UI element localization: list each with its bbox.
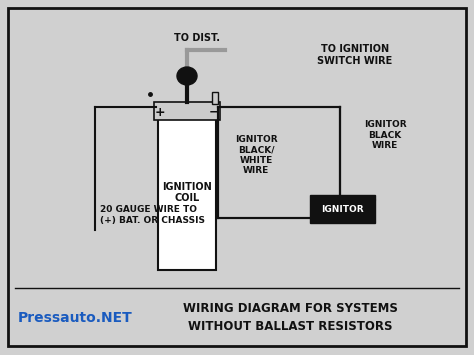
Text: IGNITOR
BLACK
WIRE: IGNITOR BLACK WIRE [364,120,406,150]
Ellipse shape [177,67,197,85]
Text: 20 GAUGE WIRE TO
(+) BAT. OR CHASSIS: 20 GAUGE WIRE TO (+) BAT. OR CHASSIS [100,205,205,225]
Text: +: + [155,105,165,119]
Text: TO IGNITION
SWITCH WIRE: TO IGNITION SWITCH WIRE [318,44,392,66]
Text: TO DIST.: TO DIST. [174,33,220,43]
Text: −: − [209,105,219,119]
Bar [154,102,220,120]
Text: IGNITOR: IGNITOR [321,204,364,213]
Bar [212,92,218,104]
Bar [158,115,216,270]
Text: IGNITOR
BLACK/
WHITE
WIRE: IGNITOR BLACK/ WHITE WIRE [235,135,277,175]
Text: WIRING DIAGRAM FOR SYSTEMS: WIRING DIAGRAM FOR SYSTEMS [182,301,397,315]
Text: WITHOUT BALLAST RESISTORS: WITHOUT BALLAST RESISTORS [188,320,392,333]
Text: Pressauto.NET: Pressauto.NET [18,311,132,325]
Bar [310,195,375,223]
Text: IGNITION
COIL: IGNITION COIL [162,182,212,203]
